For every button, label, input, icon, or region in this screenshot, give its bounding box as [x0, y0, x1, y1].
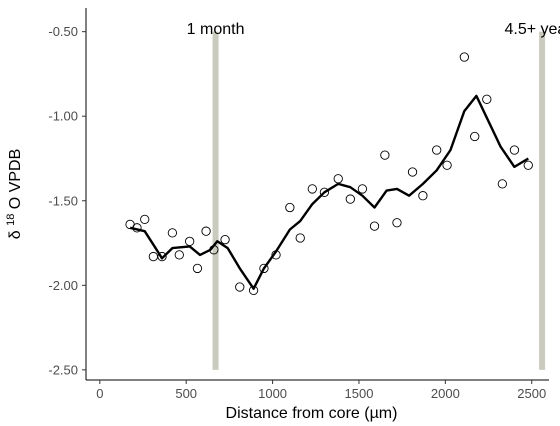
- data-point-4: [157, 251, 167, 262]
- y-axis-title: δ 18 O VPDB: [5, 149, 24, 240]
- y-axis-title-superscript: 18: [5, 214, 17, 226]
- x-axis-title: Distance from core (µm): [226, 405, 398, 422]
- vertical-line-layer: 1 month 4.5+ years: [187, 21, 560, 370]
- data-point-20: [333, 174, 343, 184]
- x-tick-label-4: 2000: [431, 386, 460, 401]
- data-point-22: [357, 184, 368, 194]
- data-point-35: [523, 160, 533, 170]
- data-point-14: [259, 263, 269, 274]
- data-point-24: [380, 150, 390, 160]
- y-axis-title-delta: δ: [7, 230, 24, 239]
- data-point-12: [235, 282, 245, 292]
- x-tick-label-3: 1500: [345, 386, 374, 401]
- x-tick-label-2: 1000: [258, 386, 287, 401]
- data-point-1: [132, 223, 142, 233]
- y-axis-title-rest: O VPDB: [7, 149, 24, 209]
- data-point-9: [201, 226, 211, 236]
- data-point-32: [482, 94, 492, 104]
- data-point-25: [392, 218, 402, 228]
- data-point-10: [209, 245, 219, 255]
- data-point-31: [470, 131, 480, 142]
- data-point-8: [192, 263, 203, 274]
- vertical-line-label-0: 1 month: [187, 21, 245, 38]
- y-tick-label-0: -2.50: [48, 362, 78, 377]
- x-tick-label-5: 2500: [517, 386, 546, 401]
- y-tick-label-4: -0.50: [48, 24, 78, 39]
- ticks-layer: 0 500 1000 1500 2000 2500 -2.50 -2.00 -1.50 -1.00…: [48, 24, 546, 401]
- y-tick-label-2: -1.50: [48, 193, 78, 208]
- points-layer: [125, 52, 533, 296]
- data-point-33: [497, 179, 508, 189]
- y-tick-label-3: -1.00: [48, 109, 78, 124]
- data-point-6: [174, 250, 184, 260]
- data-point-16: [285, 202, 295, 213]
- data-point-21: [345, 194, 355, 204]
- data-point-5: [167, 228, 178, 238]
- data-point-29: [442, 160, 452, 170]
- vertical-line-0: [212, 31, 219, 370]
- data-point-34: [509, 145, 520, 155]
- x-tick-label-0: 0: [96, 386, 103, 401]
- data-point-30: [459, 52, 469, 62]
- data-point-13: [248, 285, 259, 296]
- data-point-27: [418, 191, 428, 201]
- data-point-7: [185, 236, 195, 246]
- data-point-3: [148, 251, 159, 262]
- data-point-2: [140, 214, 150, 225]
- data-point-18: [307, 184, 317, 194]
- vertical-line-1: [539, 31, 546, 370]
- vertical-line-label-1: 4.5+ years: [505, 21, 560, 38]
- data-point-19: [319, 187, 330, 197]
- data-point-15: [271, 250, 281, 260]
- data-point-26: [407, 167, 418, 177]
- data-point-11: [220, 235, 230, 245]
- trend-layer: [129, 94, 529, 290]
- y-tick-label-1: -2.00: [48, 278, 78, 293]
- x-tick-label-1: 500: [175, 386, 197, 401]
- data-point-17: [295, 233, 305, 243]
- axes-layer: [85, 8, 549, 381]
- trend-line: [129, 94, 529, 290]
- data-point-28: [432, 145, 442, 155]
- data-point-23: [369, 221, 380, 231]
